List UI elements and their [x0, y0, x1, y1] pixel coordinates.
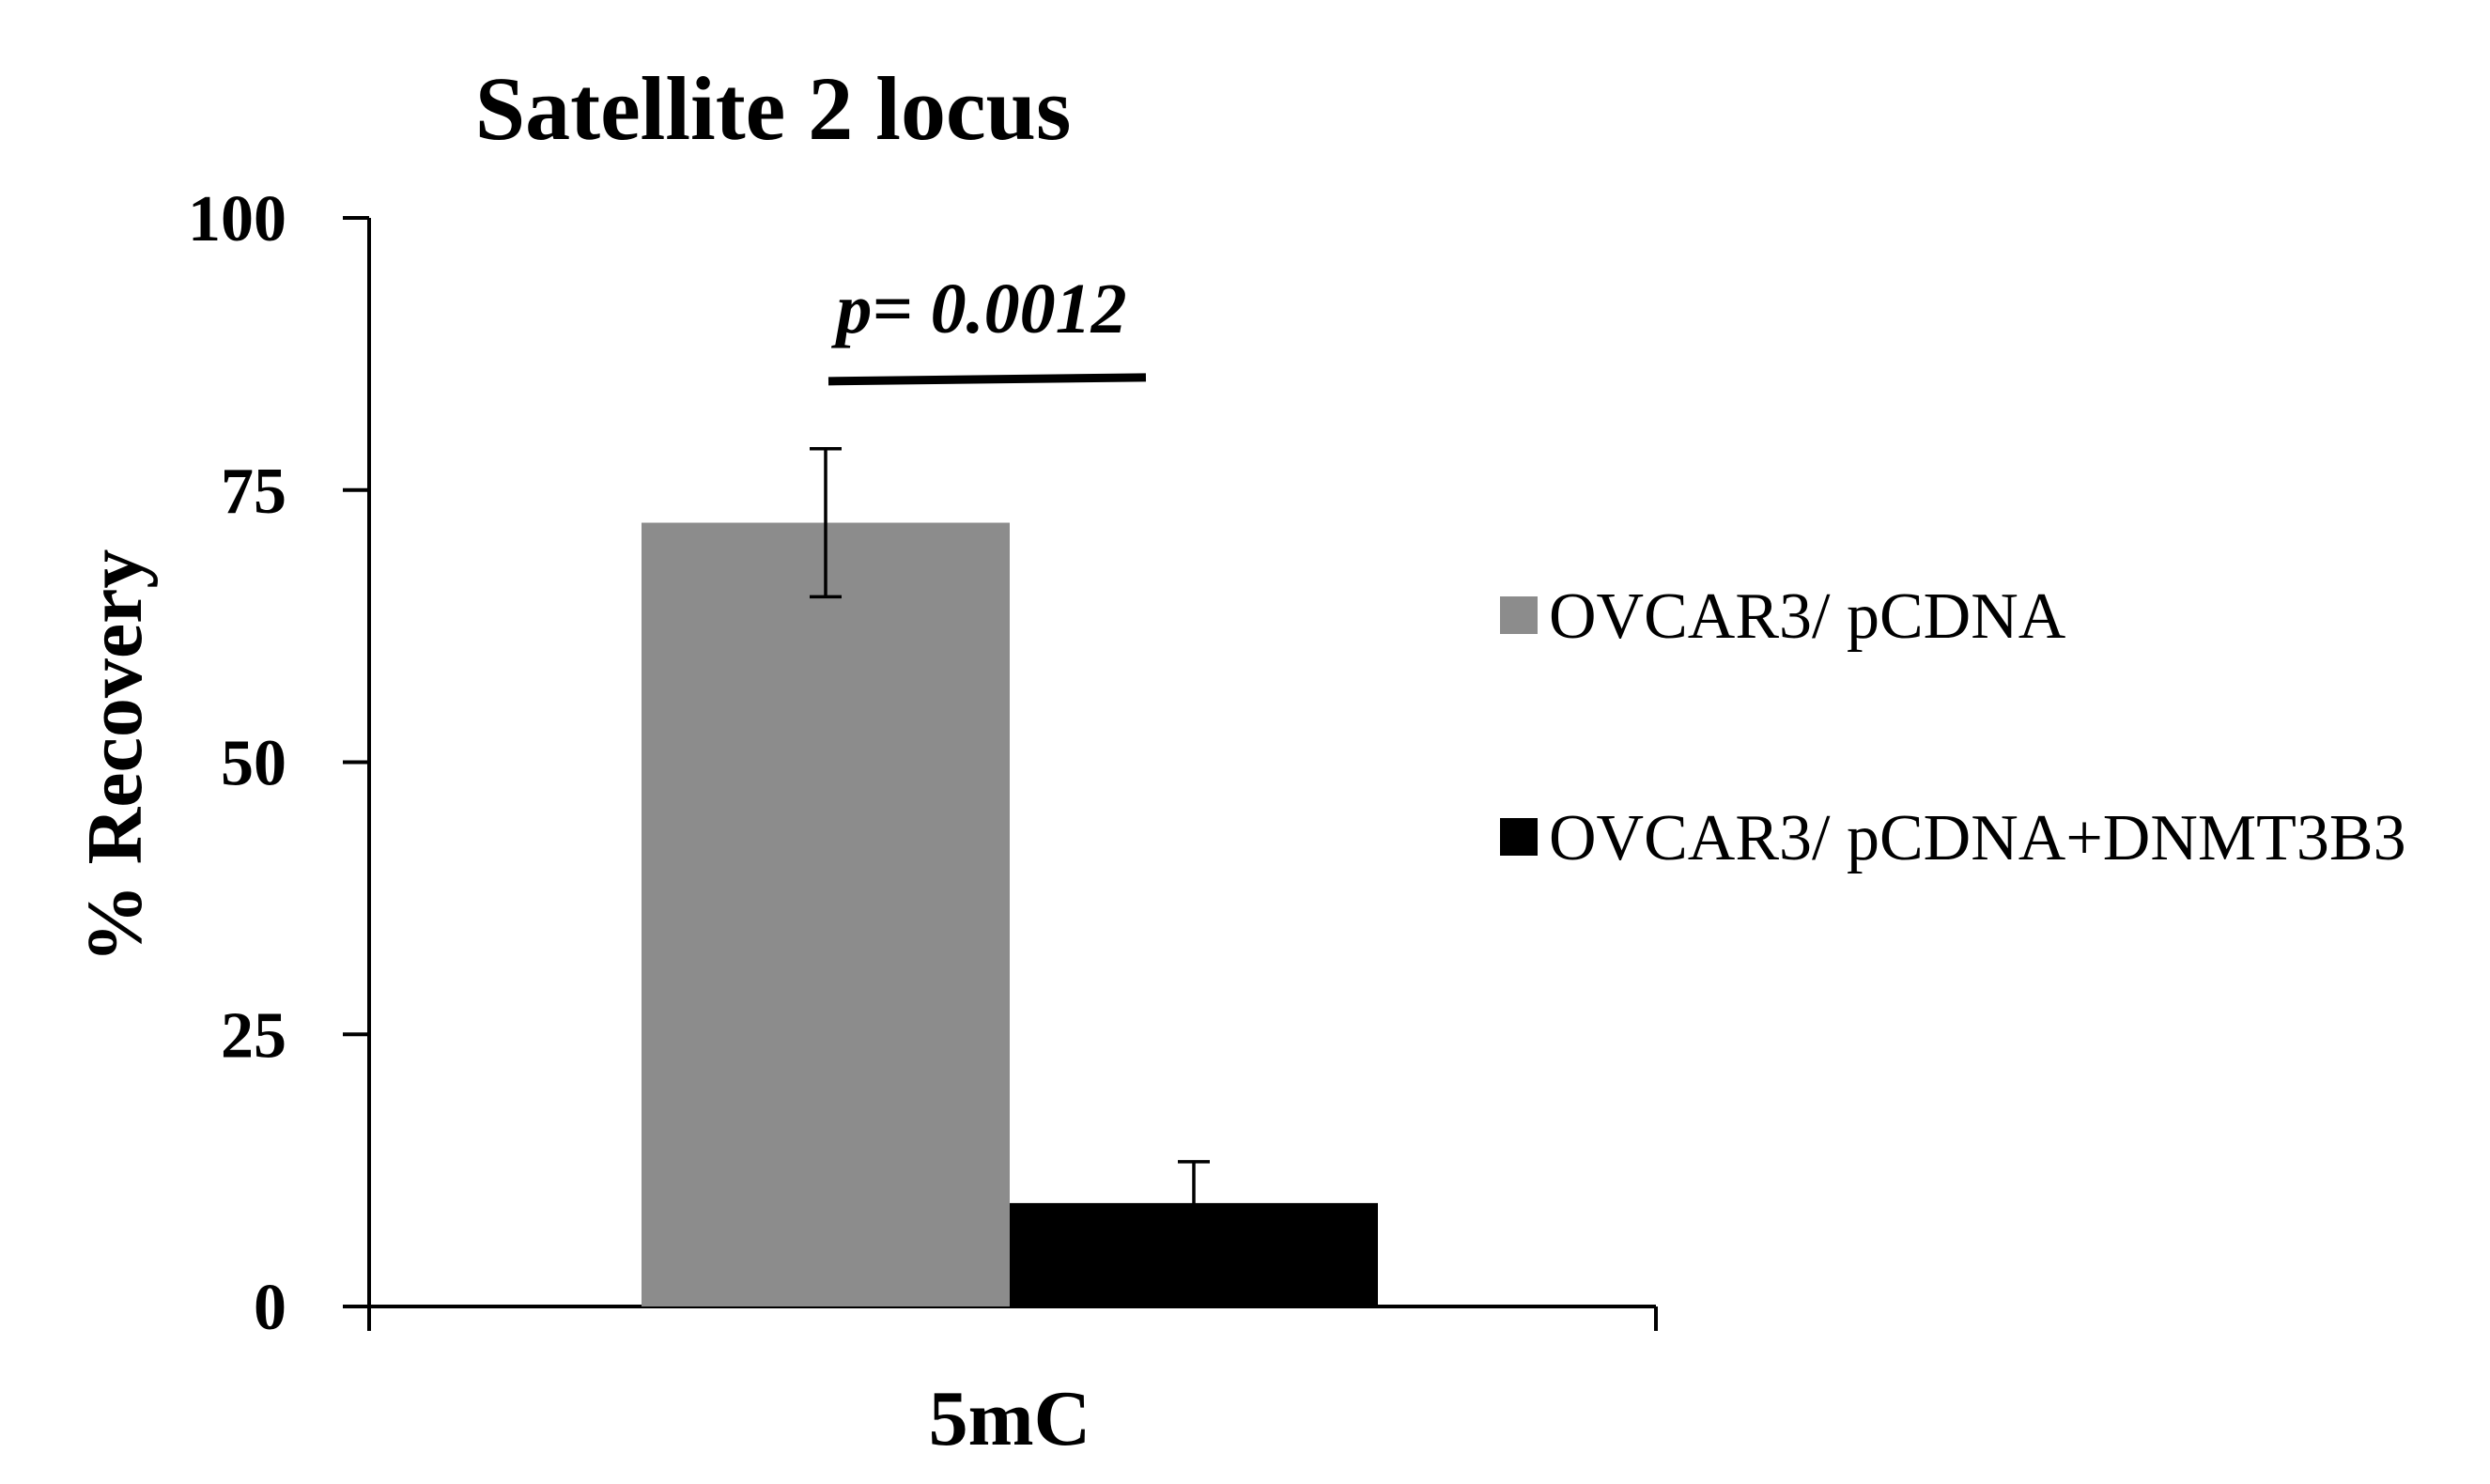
y-axis-label: % Recovery	[71, 549, 159, 964]
p-value-annotation: p= 0.0012	[830, 270, 1126, 348]
x-category-label: 5mC	[929, 1375, 1091, 1462]
legend: OVCAR3/ pCDNA OVCAR3/ pCDNA+DNMT3B3	[1500, 580, 2406, 874]
significance-line	[827, 373, 1147, 386]
plot-area: 0 25 50 75 100 5mC p= 0.0012	[188, 183, 1658, 1462]
y-tick-label: 100	[188, 183, 286, 255]
legend-swatch	[1500, 596, 1538, 634]
y-tick-label: 50	[221, 728, 286, 800]
legend-label: OVCAR3/ pCDNA	[1549, 580, 2066, 653]
y-tick-label: 75	[221, 456, 286, 528]
legend-swatch	[1500, 818, 1538, 856]
y-tick-label: 0	[254, 1272, 286, 1344]
legend-label: OVCAR3/ pCDNA+DNMT3B3	[1549, 802, 2406, 874]
bar-pcdna	[642, 522, 1010, 1306]
chart-title: Satellite 2 locus	[475, 58, 1072, 159]
y-tick-label: 25	[221, 999, 286, 1072]
